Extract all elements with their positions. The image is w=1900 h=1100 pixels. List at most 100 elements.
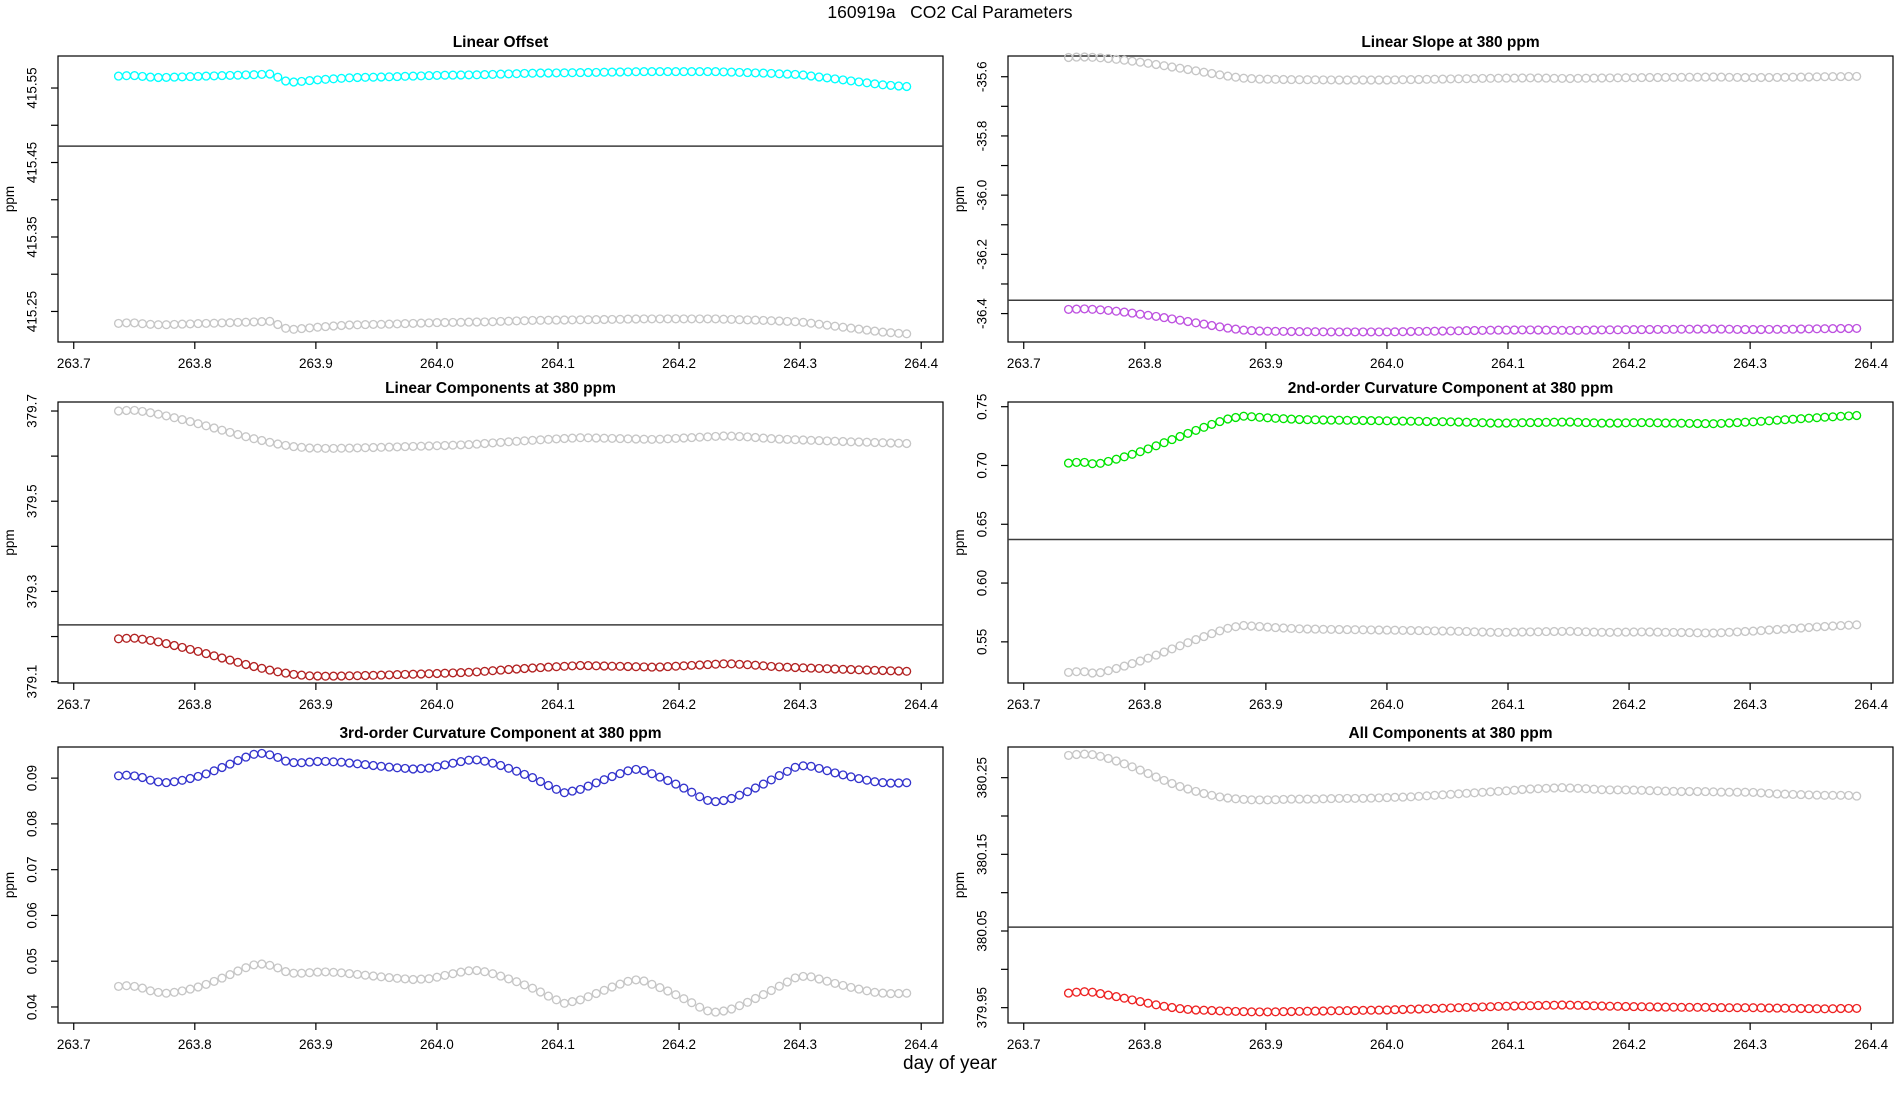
data-point: [504, 664, 514, 675]
panel-title: All Components at 380 ppm: [1348, 725, 1552, 742]
data-point: [1454, 1003, 1464, 1013]
data-point: [328, 321, 339, 331]
data-point: [336, 757, 346, 767]
data-point: [145, 986, 155, 996]
series-curvature3: [113, 748, 912, 807]
data-point: [551, 995, 561, 1005]
y-tick-label: 0.65: [975, 511, 990, 537]
data-point: [1748, 73, 1758, 83]
data-point: [121, 318, 132, 328]
data-point: [1573, 783, 1583, 793]
data-point: [1708, 628, 1718, 638]
data-point: [456, 440, 466, 450]
y-tick-label: 0.75: [975, 394, 990, 420]
data-point: [527, 435, 538, 445]
data-point: [1549, 1000, 1559, 1010]
data-point: [456, 668, 466, 678]
data-point: [129, 981, 140, 991]
data-point: [1199, 788, 1209, 799]
data-point: [734, 67, 745, 77]
data-point: [1836, 411, 1846, 421]
data-point: [1669, 324, 1679, 334]
data-point: [368, 319, 378, 329]
data-point: [1469, 325, 1480, 336]
panel-title: 2nd-order Curvature Component at 380 ppm: [1288, 380, 1614, 397]
panel-linear-slope-at-380-ppm: Linear Slope at 380 ppm -35.6 -35.8 -36.0 -3…: [952, 34, 1894, 371]
data-point: [798, 70, 808, 80]
y-axis-label: ppm: [2, 186, 17, 212]
data-point: [1374, 416, 1384, 426]
data-point: [639, 765, 649, 776]
data-point: [1820, 621, 1830, 632]
data-point: [814, 72, 824, 82]
data-point: [543, 315, 553, 325]
data-point: [1676, 786, 1687, 797]
data-point: [1684, 72, 1695, 82]
data-point: [1756, 324, 1766, 335]
data-point: [496, 665, 506, 675]
data-point: [1071, 457, 1082, 467]
data-point: [1334, 793, 1344, 803]
data-point: [742, 660, 753, 670]
data-point: [703, 660, 713, 670]
data-point: [742, 68, 753, 78]
data-point: [1573, 627, 1583, 637]
data-point: [1358, 75, 1368, 85]
data-point: [758, 315, 768, 325]
data-point: [384, 973, 394, 983]
data-point: [1374, 1005, 1384, 1015]
data-point: [1493, 1001, 1503, 1011]
data-point: [1477, 787, 1488, 797]
data-point: [1613, 627, 1623, 637]
data-point: [1692, 628, 1703, 638]
data-point: [233, 755, 243, 766]
data-point: [559, 788, 569, 798]
data-point: [1541, 73, 1551, 83]
data-point: [1462, 74, 1472, 84]
data-point: [1645, 627, 1655, 637]
data-point: [265, 960, 275, 970]
data-point: [209, 766, 219, 776]
data-point: [1247, 621, 1257, 631]
data-point: [1223, 323, 1233, 333]
data-point: [1207, 629, 1217, 639]
data-point: [1063, 750, 1074, 760]
data-point: [1509, 785, 1519, 795]
data-point: [1469, 1002, 1480, 1012]
data-point: [480, 756, 490, 766]
data-point: [1294, 624, 1304, 634]
data-point: [1772, 415, 1782, 425]
data-point: [1700, 1002, 1710, 1012]
data-point: [400, 71, 410, 81]
data-point: [121, 633, 132, 643]
data-point: [1517, 73, 1527, 83]
data-point: [543, 68, 553, 78]
data-point: [1716, 628, 1726, 638]
data-point: [782, 316, 792, 326]
data-point: [591, 778, 601, 788]
data-point: [671, 990, 681, 1000]
data-point: [1517, 418, 1527, 428]
data-point: [1589, 1001, 1599, 1011]
data-point: [432, 762, 442, 772]
data-point: [1501, 325, 1511, 335]
data-point: [822, 976, 832, 986]
data-point: [599, 661, 609, 671]
data-point: [1804, 324, 1814, 334]
data-point: [1175, 63, 1185, 73]
data-point: [1143, 653, 1153, 663]
x-tick-label: 264.1: [541, 356, 575, 371]
data-point: [352, 443, 362, 453]
data-point: [1485, 418, 1496, 428]
data-point: [305, 323, 315, 333]
data-point: [249, 661, 259, 672]
data-point: [384, 762, 394, 772]
data-point: [1406, 416, 1416, 426]
data-point: [742, 432, 753, 442]
data-point: [1167, 62, 1177, 72]
data-point: [1493, 786, 1503, 796]
series-all-components: [1063, 987, 1862, 1017]
data-point: [1063, 52, 1074, 63]
data-point: [535, 68, 546, 78]
data-point: [376, 72, 386, 82]
